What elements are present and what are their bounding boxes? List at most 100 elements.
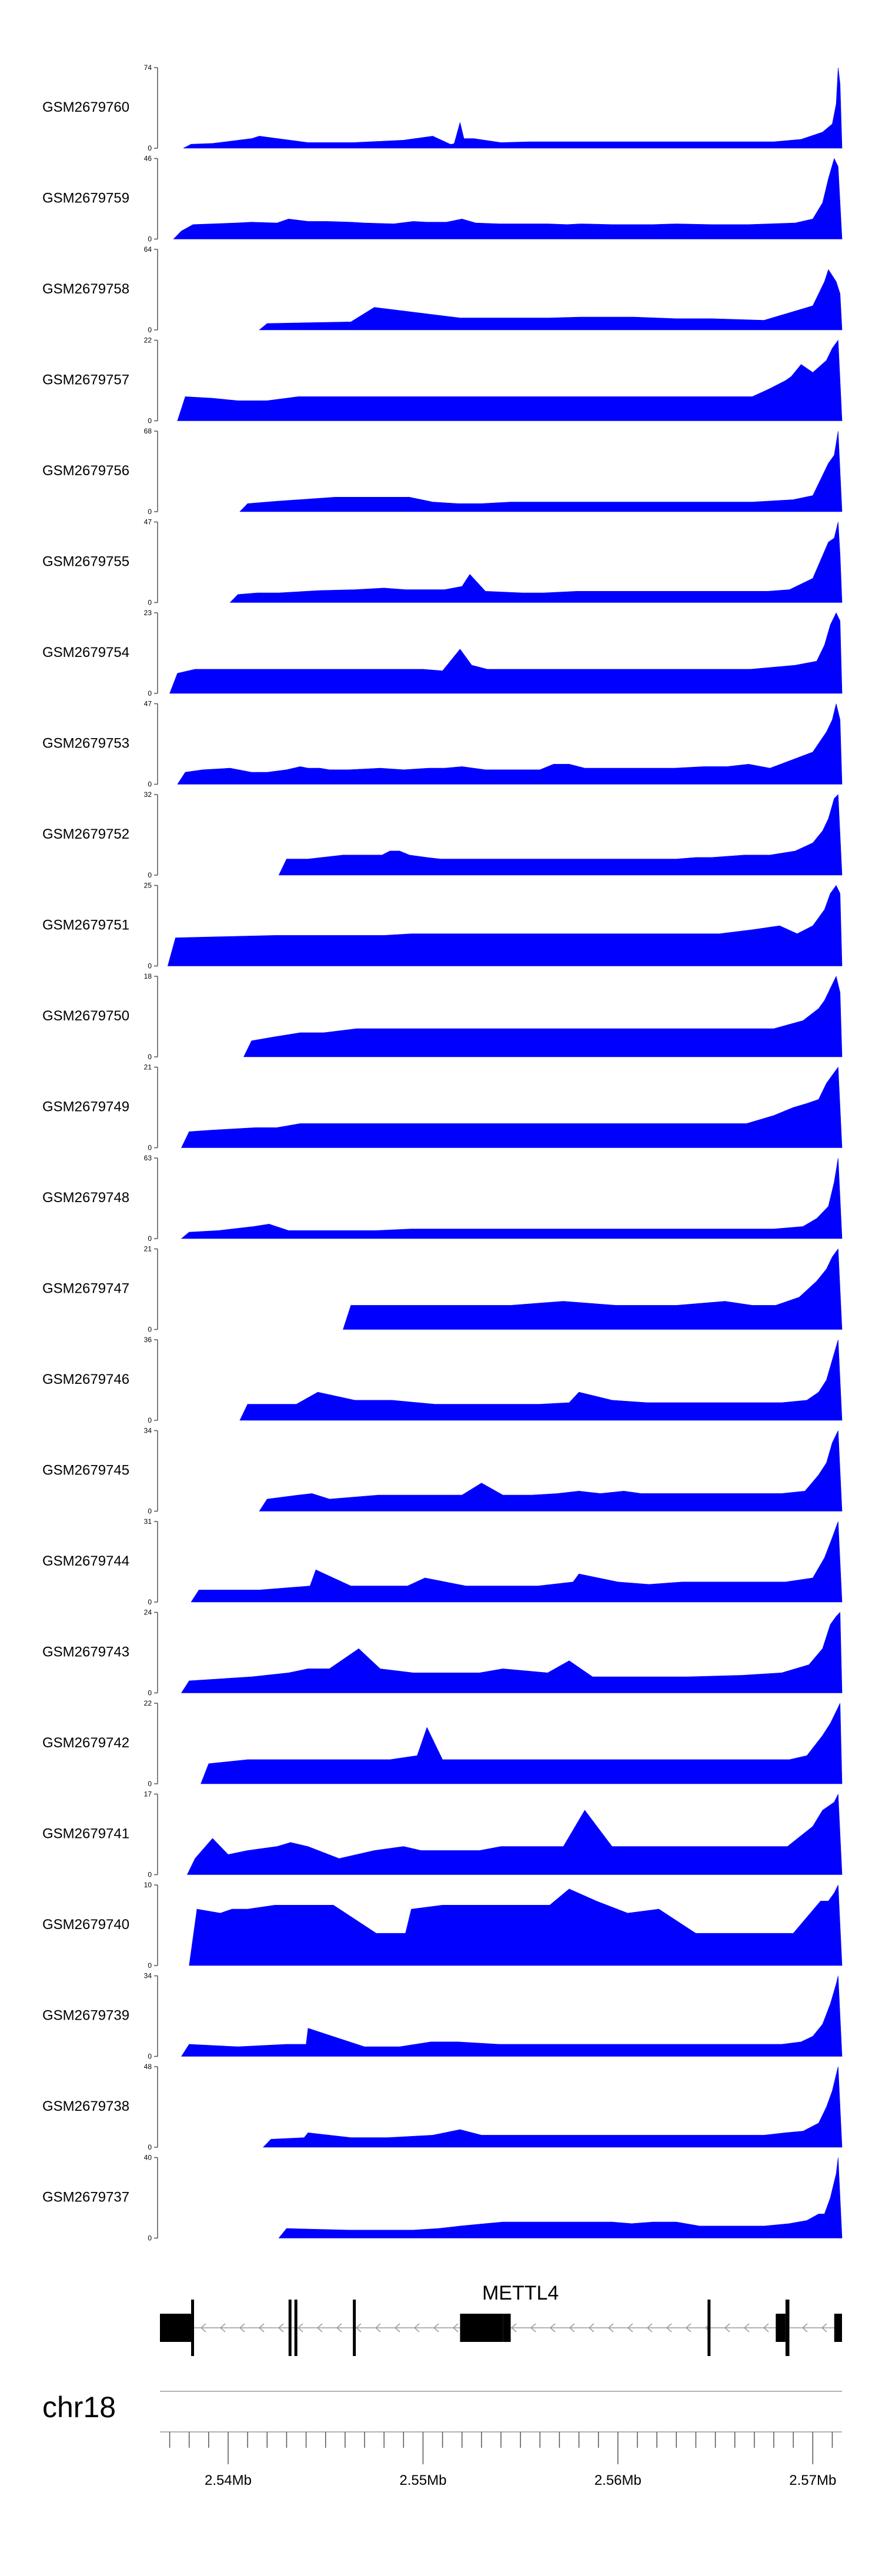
coverage-area bbox=[191, 1521, 843, 1603]
y-axis-max-label: 17 bbox=[144, 1790, 152, 1798]
track-sample-label: GSM2679755 bbox=[42, 553, 129, 569]
exon-block bbox=[160, 2314, 192, 2342]
strand-arrow-icon bbox=[763, 2323, 769, 2333]
strand-arrow-icon bbox=[239, 2323, 245, 2333]
coverage-area bbox=[243, 976, 843, 1057]
strand-arrow-icon bbox=[336, 2323, 342, 2333]
y-axis-max-label: 24 bbox=[144, 1609, 152, 1617]
chromosome-label: chr18 bbox=[42, 2391, 116, 2424]
axis-tick-label: 2.56Mb bbox=[594, 2472, 642, 2488]
strand-arrow-icon bbox=[297, 2323, 303, 2333]
y-axis-max-label: 25 bbox=[144, 882, 152, 890]
y-axis-zero-label: 0 bbox=[148, 689, 152, 698]
y-axis-max-label: 68 bbox=[144, 427, 152, 435]
strand-arrow-icon bbox=[743, 2323, 750, 2333]
strand-arrow-icon bbox=[200, 2323, 206, 2333]
strand-arrow-icon bbox=[355, 2323, 362, 2333]
strand-arrow-icon bbox=[666, 2323, 672, 2333]
exon-block bbox=[834, 2314, 842, 2342]
exon-block bbox=[294, 2300, 298, 2356]
strand-arrow-icon bbox=[724, 2323, 730, 2333]
track-sample-label: GSM2679758 bbox=[42, 281, 129, 297]
coverage-area bbox=[259, 1430, 843, 1511]
strand-arrow-icon bbox=[375, 2323, 381, 2333]
track-sample-label: GSM2679752 bbox=[42, 826, 129, 842]
coverage-track: GSM2679752 32 0 bbox=[42, 790, 843, 879]
y-axis-max-label: 23 bbox=[144, 609, 152, 617]
coverage-area bbox=[183, 67, 843, 149]
track-sample-label: GSM2679749 bbox=[42, 1099, 129, 1115]
y-axis-max-label: 40 bbox=[144, 2154, 152, 2162]
strand-arrow-icon bbox=[394, 2323, 400, 2333]
coverage-area bbox=[259, 269, 843, 331]
y-axis-max-label: 22 bbox=[144, 1699, 152, 1707]
coverage-area bbox=[239, 431, 843, 512]
y-axis-zero-label: 0 bbox=[148, 1326, 152, 1334]
y-axis-max-label: 47 bbox=[144, 700, 152, 708]
strand-arrow-icon bbox=[258, 2323, 265, 2333]
exon-block bbox=[776, 2314, 786, 2342]
coverage-track: GSM2679759 46 0 bbox=[42, 155, 843, 243]
exon-block bbox=[288, 2300, 292, 2356]
coverage-area bbox=[181, 1066, 843, 1148]
coverage-track: GSM2679739 34 0 bbox=[42, 1972, 843, 2061]
strand-arrow-icon bbox=[821, 2323, 827, 2333]
coverage-track: GSM2679745 34 0 bbox=[42, 1427, 843, 1516]
y-axis-max-label: 21 bbox=[144, 1063, 152, 1072]
coverage-area bbox=[278, 794, 843, 876]
coverage-track: GSM2679738 48 0 bbox=[42, 2063, 843, 2151]
y-axis-zero-label: 0 bbox=[148, 326, 152, 334]
coverage-track: GSM2679756 68 0 bbox=[42, 427, 843, 516]
track-sample-label: GSM2679747 bbox=[42, 1280, 129, 1296]
y-axis-max-label: 74 bbox=[144, 64, 152, 72]
track-sample-label: GSM2679759 bbox=[42, 190, 129, 206]
track-sample-label: GSM2679742 bbox=[42, 1735, 129, 1751]
coverage-track: GSM2679753 47 0 bbox=[42, 700, 843, 789]
y-axis-zero-label: 0 bbox=[148, 2053, 152, 2061]
coverage-track: GSM2679747 21 0 bbox=[42, 1245, 843, 1334]
track-sample-label: GSM2679753 bbox=[42, 735, 129, 751]
y-axis-zero-label: 0 bbox=[148, 1961, 152, 1970]
y-axis-max-label: 46 bbox=[144, 155, 152, 163]
strand-arrow-icon bbox=[510, 2323, 517, 2333]
exon-block bbox=[707, 2300, 711, 2356]
coverage-area bbox=[181, 1157, 843, 1239]
gene-name-label: METTL4 bbox=[482, 2282, 559, 2304]
gene-model-track: METTL4 bbox=[160, 2282, 842, 2356]
y-axis-zero-label: 0 bbox=[148, 2234, 152, 2243]
coverage-area bbox=[343, 1248, 843, 1330]
y-axis-zero-label: 0 bbox=[148, 1780, 152, 1788]
track-sample-label: GSM2679754 bbox=[42, 645, 129, 660]
strand-arrow-icon bbox=[607, 2323, 614, 2333]
y-axis-zero-label: 0 bbox=[148, 871, 152, 879]
y-axis-zero-label: 0 bbox=[148, 1689, 152, 1697]
y-axis-max-label: 21 bbox=[144, 1245, 152, 1253]
genome-axis-track: chr18 2.54Mb 2.55Mb 2.56Mb 2.57Mb bbox=[42, 2391, 842, 2488]
exon-block bbox=[460, 2314, 503, 2342]
coverage-area bbox=[173, 158, 843, 239]
y-axis-zero-label: 0 bbox=[148, 1507, 152, 1516]
y-axis-zero-label: 0 bbox=[148, 599, 152, 607]
coverage-track: GSM2679751 25 0 bbox=[42, 882, 843, 970]
coverage-area bbox=[177, 339, 843, 421]
strand-arrow-icon bbox=[433, 2323, 439, 2333]
y-axis-zero-label: 0 bbox=[148, 962, 152, 970]
y-axis-zero-label: 0 bbox=[148, 144, 152, 152]
exon-block bbox=[353, 2300, 356, 2356]
y-axis-zero-label: 0 bbox=[148, 1871, 152, 1879]
exon-block bbox=[191, 2300, 195, 2356]
y-axis-zero-label: 0 bbox=[148, 780, 152, 789]
y-axis-max-label: 63 bbox=[144, 1154, 152, 1162]
y-axis-max-label: 22 bbox=[144, 336, 152, 345]
strand-arrow-icon bbox=[530, 2323, 536, 2333]
coverage-area bbox=[186, 1794, 843, 1875]
track-sample-label: GSM2679738 bbox=[42, 2098, 129, 2114]
y-axis-zero-label: 0 bbox=[148, 508, 152, 516]
y-axis-zero-label: 0 bbox=[148, 1598, 152, 1606]
coverage-area bbox=[201, 1703, 843, 1784]
track-sample-label: GSM2679744 bbox=[42, 1553, 129, 1569]
track-sample-label: GSM2679746 bbox=[42, 1372, 129, 1387]
y-axis-max-label: 10 bbox=[144, 1881, 152, 1889]
y-axis-max-label: 31 bbox=[144, 1517, 152, 1526]
coverage-area bbox=[262, 2066, 843, 2148]
